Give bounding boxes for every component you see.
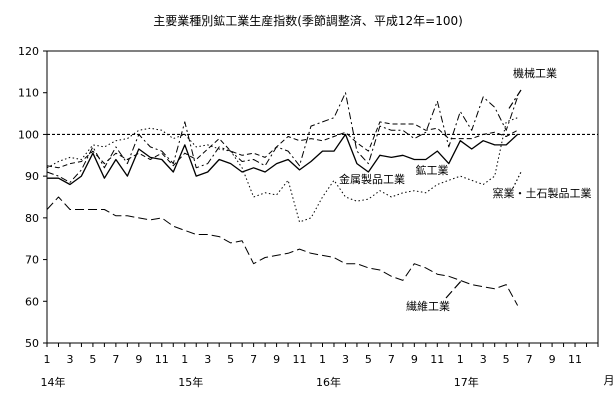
x-tick-label: 7 xyxy=(388,353,395,366)
x-tick-label: 1 xyxy=(457,353,464,366)
y-tick-label: 100 xyxy=(18,128,39,141)
x-tick-label: 3 xyxy=(480,353,487,366)
year-label: 15年 xyxy=(178,375,203,389)
x-tick-label: 7 xyxy=(250,353,257,366)
x-tick-label: 7 xyxy=(526,353,533,366)
y-axis: 50 60 70 80 90 100 110 120 xyxy=(18,45,47,350)
x-tick-label: 3 xyxy=(342,353,349,366)
y-tick-label: 80 xyxy=(25,212,39,225)
y-tick-label: 70 xyxy=(25,254,39,267)
plot-area xyxy=(46,50,599,344)
x-tick-label: 11 xyxy=(568,353,582,366)
x-tick-label: 11 xyxy=(155,353,169,366)
series-label-3: 窯業・土石製品工業 xyxy=(493,186,592,200)
plot-frame xyxy=(46,50,599,344)
series-label-2: 金属製品工業 xyxy=(339,172,405,186)
x-tick-label: 9 xyxy=(273,353,280,366)
x-tick-label: 1 xyxy=(44,353,51,366)
chart-title: 主要業種別鉱工業生産指数(季節調整済、平成12年=100) xyxy=(153,13,463,28)
x-axis-unit-label: 月 xyxy=(604,374,615,387)
series-label-leader-3 xyxy=(512,171,522,189)
x-tick-label: 11 xyxy=(293,353,307,366)
x-tick-label: 9 xyxy=(549,353,556,366)
year-label: 17年 xyxy=(454,375,479,389)
series-line-2 xyxy=(46,121,518,169)
x-tick-label: 1 xyxy=(181,353,188,366)
series-label-leader-4 xyxy=(445,279,463,299)
y-tick-label: 90 xyxy=(25,170,39,183)
x-tick-label: 9 xyxy=(135,353,142,366)
x-tick-label: 9 xyxy=(411,353,418,366)
x-tick-label: 5 xyxy=(503,353,510,366)
series-label-1: 機械工業 xyxy=(513,66,557,80)
x-tick-label: 3 xyxy=(66,353,73,366)
x-tick-label: 3 xyxy=(204,353,211,366)
x-tick-label: 5 xyxy=(227,353,234,366)
series-label-0: 鉱工業 xyxy=(416,163,449,177)
series-label-4: 繊維工業 xyxy=(406,300,450,313)
y-tick-label: 60 xyxy=(25,295,39,308)
y-tick-label: 110 xyxy=(18,87,39,100)
year-label: 16年 xyxy=(316,375,341,389)
series-line-0 xyxy=(47,133,519,186)
x-tick-label: 11 xyxy=(430,353,444,366)
x-tick-label: 1 xyxy=(319,353,326,366)
x-tick-label: 5 xyxy=(89,353,96,366)
x-tick-label: 5 xyxy=(365,353,372,366)
y-tick-label: 120 xyxy=(18,45,39,58)
series-line-3 xyxy=(46,117,518,223)
series-label-leader-1 xyxy=(507,89,522,111)
x-tick-label: 7 xyxy=(112,353,119,366)
year-label: 14年 xyxy=(41,375,66,389)
y-tick-label: 50 xyxy=(25,337,39,350)
series-line-4 xyxy=(46,196,519,306)
